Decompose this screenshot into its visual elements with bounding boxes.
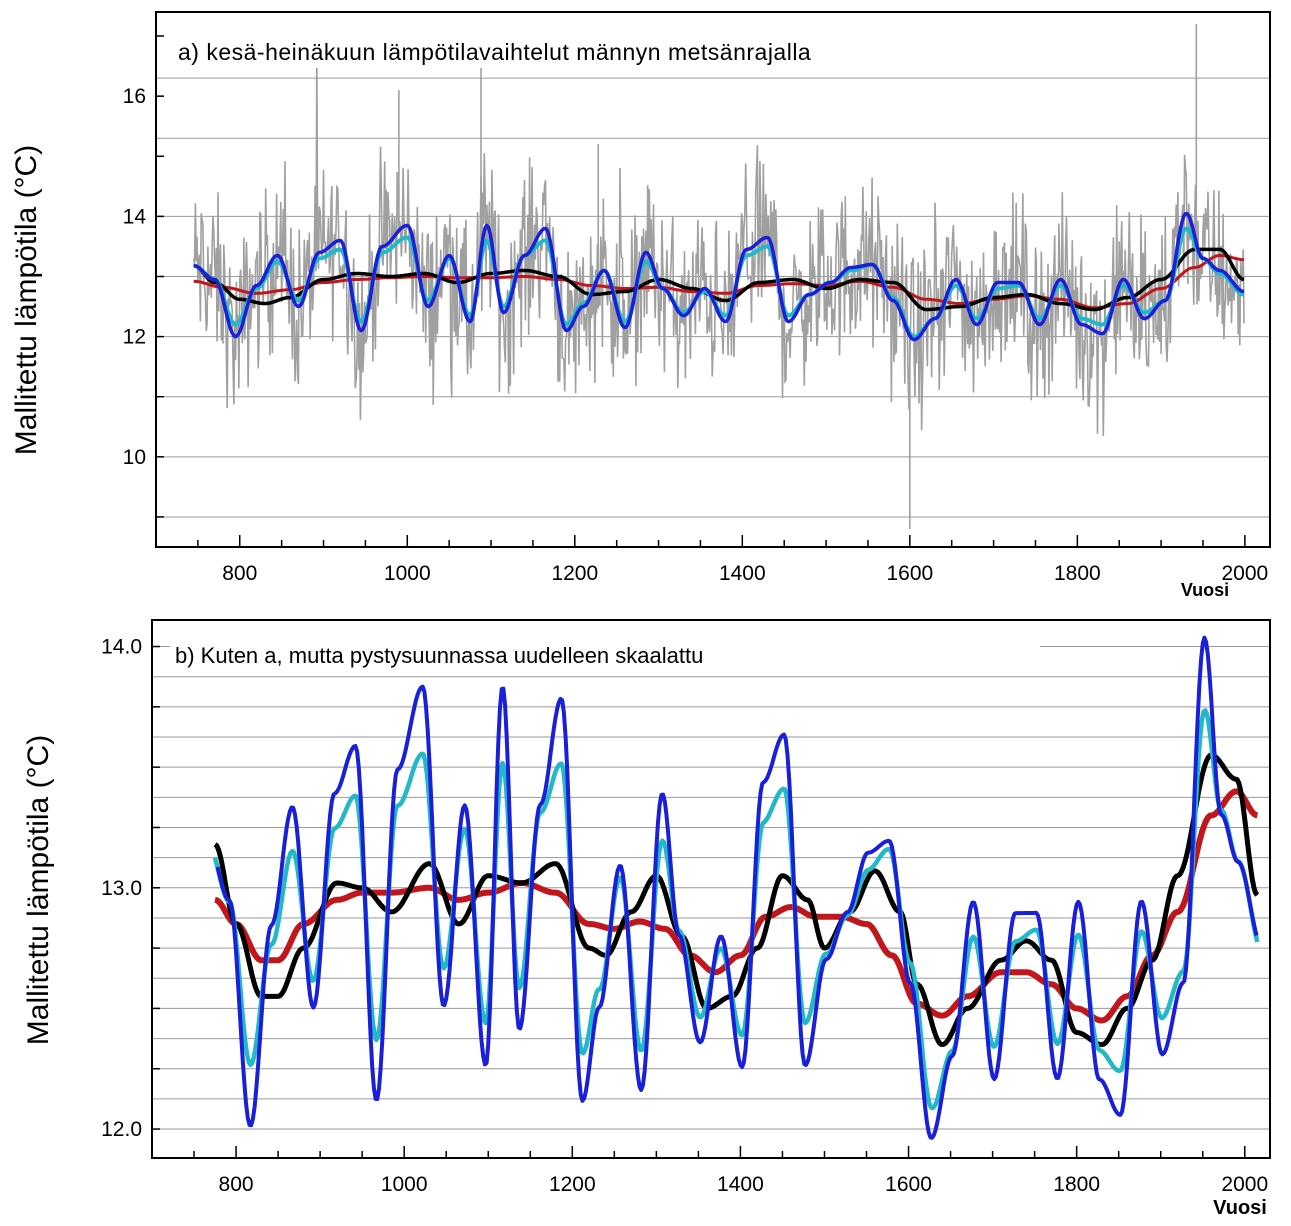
y-tick-label: 12.0 <box>101 1118 142 1141</box>
plot-frame-b <box>151 619 1271 1159</box>
x-tick-label: 1200 <box>549 1173 596 1196</box>
x-tick-label: 1400 <box>717 1173 764 1196</box>
x-tick-label: 2000 <box>1222 562 1269 585</box>
panel-b: 800 1000 1200 1400 1600 1800 200012.013.014.0 … <box>22 619 1271 1219</box>
x-tick-label: 800 <box>222 562 257 585</box>
grid-b <box>152 646 1270 1130</box>
series-black-a <box>193 247 1245 312</box>
ticks-b: 800 1000 1200 1400 1600 1800 2000 12.0 13.0 14.0 <box>101 636 1268 1196</box>
y-tick-label: 14.0 <box>101 636 142 659</box>
panel-a: 800 1000 1200 1400 1600 1800 2000 10 12 14 16 a) k… <box>10 11 1271 600</box>
series-blue-a <box>193 211 1245 342</box>
y-tick-label: 10 <box>123 446 146 469</box>
x-tick-label: 1600 <box>886 562 933 585</box>
ticks-a: 800 1000 1200 1400 1600 1800 2000 10 12 14 16 <box>123 35 1269 585</box>
series-blue-b <box>215 635 1259 1140</box>
y-tick-label: 12 <box>123 326 146 349</box>
x-axis-title-b: Vuosi <box>1213 1197 1267 1219</box>
y-axis-title-a: Mallitettu lämpötila (°C) <box>10 145 43 455</box>
y-tick-label: 13.0 <box>101 877 142 900</box>
x-tick-label: 1000 <box>384 562 431 585</box>
title-bg-a <box>170 32 1155 68</box>
series-annual-a <box>192 53 1245 437</box>
y-tick-label: 14 <box>123 205 147 228</box>
x-tick-label: 2000 <box>1221 1173 1268 1196</box>
y-tick-label: 16 <box>123 85 146 108</box>
x-tick-label: 1800 <box>1054 562 1101 585</box>
x-axis-title-a: Vuosi <box>1181 580 1229 600</box>
y-axis-title-b: Mallitettu lämpötila (°C) <box>22 735 55 1045</box>
series-b <box>212 635 1260 1140</box>
x-tick-label: 1000 <box>381 1173 428 1196</box>
series-a <box>192 24 1245 529</box>
panel-b-title: b) Kuten a, mutta pystysuunnassa uudelle… <box>175 643 703 668</box>
x-tick-label: 800 <box>219 1173 254 1196</box>
x-tick-label: 1200 <box>551 562 598 585</box>
x-tick-label: 1600 <box>885 1173 932 1196</box>
x-tick-label: 1800 <box>1053 1173 1100 1196</box>
x-tick-label: 1400 <box>719 562 766 585</box>
plot-frame-a <box>155 11 1271 548</box>
title-bg-b <box>170 638 1040 670</box>
panel-a-title: a) kesä-heinäkuun lämpötilavaihtelut män… <box>178 39 811 65</box>
